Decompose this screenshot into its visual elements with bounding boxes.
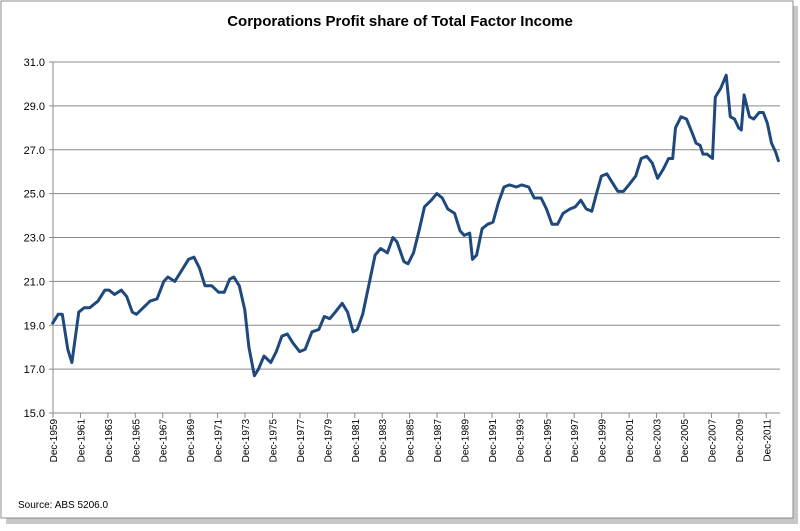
y-tick-label: 19.0: [24, 320, 45, 332]
x-tick-label: Dec-1975: [268, 419, 279, 463]
y-tick-label: 25.0: [24, 189, 45, 201]
x-tick-label: Dec-2011: [762, 419, 773, 462]
x-tick-label: Dec-1965: [131, 419, 142, 463]
chart-frame: [0, 0, 794, 519]
x-tick-label: Dec-1963: [104, 419, 115, 463]
x-tick-label: Dec-1979: [323, 419, 334, 463]
y-tick-label: 31.0: [24, 57, 45, 69]
x-tick-label: Dec-1995: [543, 419, 554, 463]
x-tick-label: Dec-1985: [406, 419, 417, 463]
x-tick-label: Dec-1961: [76, 419, 87, 463]
x-tick-label: Dec-2007: [707, 419, 718, 463]
chart-title: Corporations Profit share of Total Facto…: [227, 13, 573, 30]
x-tick-label: Dec-2009: [735, 419, 746, 463]
y-tick-label: 29.0: [24, 101, 45, 113]
x-tick-label: Dec-1967: [159, 419, 170, 463]
y-tick-label: 21.0: [24, 276, 45, 288]
series-line: [51, 73, 780, 378]
x-tick-label: Dec-2001: [625, 419, 636, 463]
x-tick-label: Dec-1993: [515, 419, 526, 463]
y-tick-label: 27.0: [24, 145, 45, 157]
x-tick-label: Dec-1987: [433, 419, 444, 463]
y-tick-label: 23.0: [24, 233, 45, 245]
x-tick-label: Dec-1977: [296, 419, 307, 463]
x-tick-label: Dec-1989: [461, 419, 472, 463]
x-tick-label: Dec-1959: [49, 419, 60, 463]
x-tick-label: Dec-1991: [488, 419, 499, 463]
x-tick-label: Dec-1973: [241, 419, 252, 463]
x-tick-label: Dec-2005: [680, 419, 691, 463]
source-note: Source: ABS 5206.0: [18, 500, 109, 511]
x-tick-label: Dec-1969: [186, 419, 197, 463]
x-tick-label: Dec-1997: [570, 419, 581, 463]
x-tick-label: Dec-1999: [598, 419, 609, 463]
x-tick-label: Dec-1983: [378, 419, 389, 463]
y-tick-label: 15.0: [24, 408, 45, 420]
x-tick-label: Dec-2003: [653, 419, 664, 463]
x-tick-label: Dec-1971: [214, 419, 225, 463]
y-tick-label: 17.0: [24, 364, 45, 376]
x-tick-label: Dec-1981: [351, 419, 362, 463]
